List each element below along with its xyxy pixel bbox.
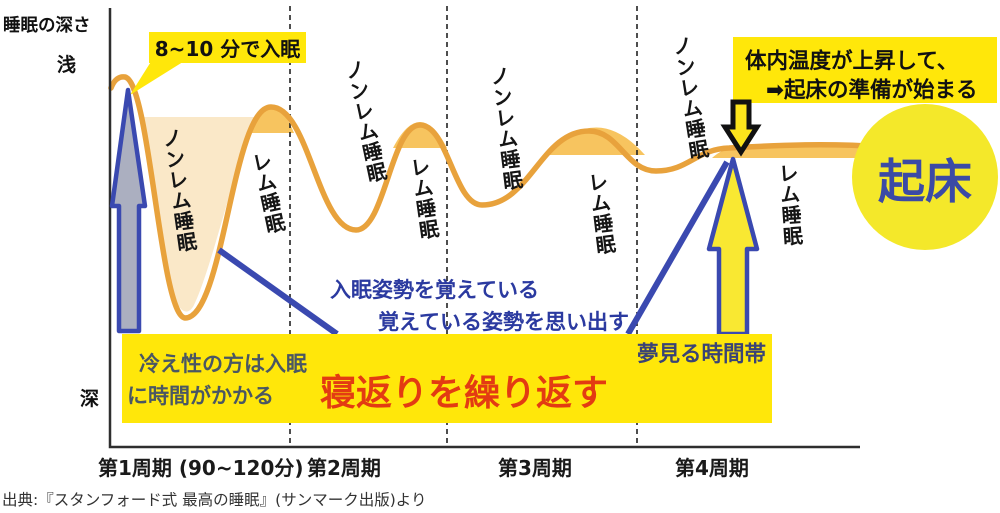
tossing-turning-text: 寝返りを繰り返す (320, 373, 609, 414)
rem-fill-3 (548, 127, 645, 155)
posture-annotation-line1: 入眠姿勢を覚えている (330, 278, 539, 302)
cold-sensitivity-line2: に時間がかかる (127, 384, 274, 408)
rem-fill-1 (250, 106, 294, 133)
rem-label-cycle4: レム睡眠 (774, 162, 805, 248)
pointer-line-tossing (217, 247, 339, 337)
dream-time-up-arrow (706, 156, 760, 337)
rem-label-cycle2: レム睡眠 (405, 155, 441, 242)
body-temp-line1: 体内温度が上昇して、 (745, 49, 959, 74)
wake-up-circle: 起床 (852, 104, 998, 250)
pointer-line-posture (625, 160, 730, 336)
cycle-label-1: 第1周期 (90~120分) (98, 456, 304, 480)
y-axis-deep-label: 深 (80, 388, 100, 410)
body-temp-down-arrow (720, 99, 762, 157)
wake-up-text: 起床 (878, 154, 972, 210)
sleep-onset-text: 8~10 分で入眠 (154, 37, 301, 61)
rem-label-cycle3: レム睡眠 (583, 170, 618, 257)
cold-sensitivity-line1: 冷え性の方は入眠 (139, 352, 307, 376)
nonrem-label-cycle1: ノンレム睡眠 (157, 126, 199, 255)
bubble-tail (130, 60, 186, 95)
y-axis-shallow-label: 浅 (57, 54, 77, 76)
cycle-label-4: 第4周期 (675, 456, 749, 480)
nonrem-label-cycle3: ノンレム睡眠 (485, 64, 525, 193)
rem-fill-2 (393, 122, 447, 148)
body-temp-line2: ➡起床の準備が始まる (766, 78, 978, 103)
source-citation: 出典:『スタンフォード式 最高の睡眠』(サンマーク出版)より (2, 491, 427, 509)
rem-label-cycle1: レム睡眠 (246, 149, 288, 237)
body-temp-callout: 体内温度が上昇して、 ➡起床の準備が始まる (733, 37, 997, 103)
posture-annotation-line2: 覚えている姿勢を思い出す (378, 310, 629, 334)
bottom-highlight-box (122, 334, 772, 423)
nonrem-label-cycle2: ノンレム睡眠 (339, 57, 390, 186)
nonrem-label-cycle4: ノンレム睡眠 (667, 34, 711, 163)
sleep-onset-callout: 8~10 分で入眠 (149, 32, 306, 63)
cycle-label-3: 第3周期 (498, 456, 572, 480)
cycle-label-2: 第2周期 (307, 456, 381, 480)
dream-time-text: 夢見る時間帯 (637, 342, 767, 367)
y-axis-title: 睡眠の深さ (3, 16, 91, 36)
sleep-onset-up-arrow (109, 87, 148, 334)
